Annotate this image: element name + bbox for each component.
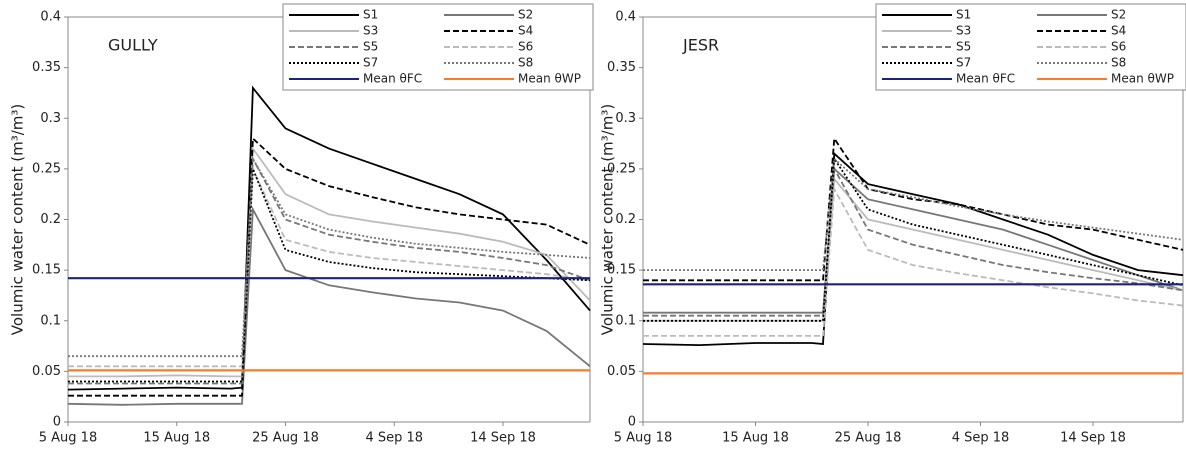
y-axis-label: Volumic water content (m³/m³) [599, 104, 617, 335]
y-tick-label: 0.25 [607, 161, 636, 176]
y-tick-label: 0 [628, 415, 636, 430]
legend-label: S7 [363, 56, 378, 70]
series-line [68, 136, 591, 397]
x-tick-label: 4 Sep 18 [952, 431, 1010, 446]
legend-label: Mean θFC [363, 72, 422, 86]
legend-label: S5 [956, 40, 971, 54]
legend-label: S3 [363, 24, 378, 38]
series-line [643, 135, 1184, 282]
x-tick-label: 5 Aug 18 [614, 431, 672, 446]
series-line [68, 168, 591, 368]
legend-label: S6 [1111, 40, 1126, 54]
y-tick-label: 0.4 [615, 10, 636, 25]
legend-label: S1 [956, 8, 971, 22]
legend-label: Mean θWP [1111, 72, 1174, 86]
y-tick-label: 0.4 [40, 10, 61, 25]
series-line [68, 155, 591, 385]
series-line [67, 85, 591, 391]
legend-label: S2 [1111, 8, 1126, 22]
x-tick-label: 4 Sep 18 [365, 431, 423, 446]
series-line [68, 145, 591, 378]
y-tick-label: 0.2 [40, 212, 61, 227]
legend-label: S7 [956, 56, 971, 70]
y-tick-label: 0.15 [32, 263, 61, 278]
legend-label: S6 [518, 40, 533, 54]
y-tick-label: 0.2 [615, 212, 636, 227]
legend-label: S8 [1111, 56, 1126, 70]
y-tick-label: 0.35 [32, 60, 61, 75]
series-line [643, 156, 1184, 271]
y-tick-label: 0.15 [607, 263, 636, 278]
legend-label: Mean θFC [956, 72, 1015, 86]
x-tick-label: 14 Sep 18 [470, 431, 536, 446]
series-line [643, 186, 1184, 337]
legend-label: S4 [518, 24, 533, 38]
legend-label: S5 [363, 40, 378, 54]
y-tick-label: 0.1 [615, 313, 636, 328]
legend-label: S8 [518, 56, 533, 70]
series-line [643, 167, 1184, 314]
legend-label: S2 [518, 8, 533, 22]
series-line [643, 176, 1184, 322]
y-tick-label: 0.3 [615, 111, 636, 126]
series-line [68, 168, 591, 383]
x-tick-label: 25 Aug 18 [252, 431, 319, 446]
y-tick-label: 0.25 [32, 161, 61, 176]
x-tick-label: 14 Sep 18 [1060, 431, 1126, 446]
series-line [643, 156, 1184, 322]
legend-label: Mean θWP [518, 72, 581, 86]
x-tick-label: 15 Aug 18 [722, 431, 789, 446]
x-tick-label: 5 Aug 18 [39, 431, 97, 446]
y-tick-label: 0.05 [607, 364, 636, 379]
y-tick-label: 0.05 [32, 364, 61, 379]
y-axis-label: Volumic water content (m³/m³) [9, 104, 27, 335]
x-tick-label: 25 Aug 18 [835, 431, 902, 446]
series-line [642, 151, 1184, 347]
y-tick-label: 0.3 [40, 111, 61, 126]
series-line [68, 155, 591, 358]
legend-label: S1 [363, 8, 378, 22]
y-tick-label: 0.1 [40, 313, 61, 328]
series-line [643, 165, 1184, 317]
y-tick-label: 0 [53, 415, 61, 430]
legend-label: S4 [1111, 24, 1126, 38]
y-tick-label: 0.35 [607, 60, 636, 75]
legend-label: S3 [956, 24, 971, 38]
annotation: GULLY [108, 36, 158, 55]
x-tick-label: 15 Aug 18 [143, 431, 210, 446]
annotation: JESR [682, 36, 719, 55]
